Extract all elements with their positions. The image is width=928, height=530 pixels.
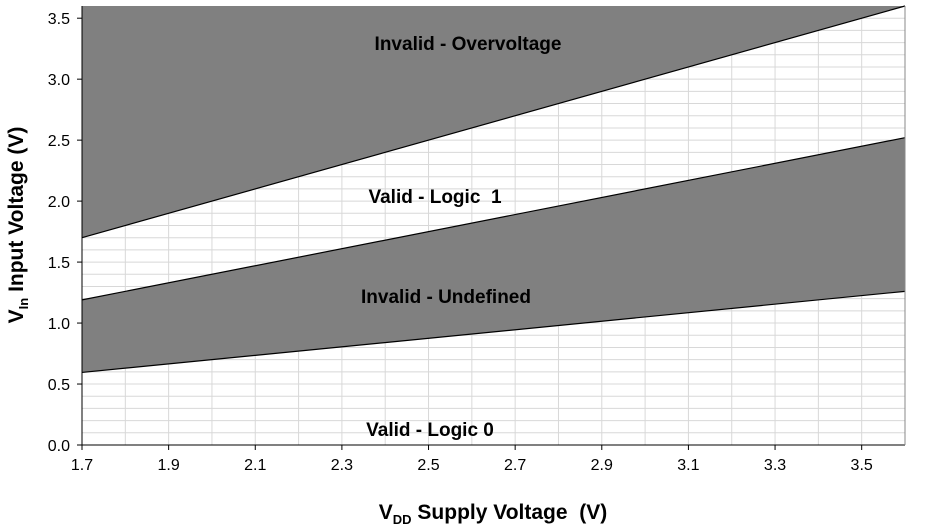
x-tick-label: 2.1 [244, 457, 266, 474]
region-label-overvoltage: Invalid - Overvoltage [375, 34, 562, 55]
x-axis-title-main: V [379, 501, 393, 524]
x-axis-title-rest: Supply Voltage (V) [412, 501, 608, 524]
region-label-logic1: Valid - Logic 1 [368, 187, 501, 208]
x-tick-label: 1.9 [158, 457, 180, 474]
region-label-logic0: Valid - Logic 0 [366, 420, 494, 441]
y-tick-label: 2.0 [48, 194, 70, 211]
y-axis-title-rest: Input Voltage (V) [5, 127, 28, 298]
x-tick-labels: 1.7 1.9 2.1 2.3 2.5 2.7 2.9 3.1 3.3 3.5 [71, 457, 873, 474]
boundary-logic1 [81, 137, 906, 301]
x-tick-label: 2.3 [331, 457, 353, 474]
boundary-lines [81, 5, 906, 374]
x-tick-label: 2.7 [504, 457, 526, 474]
y-tick-labels: 0.0 0.5 1.0 1.5 2.0 2.5 3.0 3.5 [48, 11, 70, 455]
x-axis-title: VDD Supply Voltage (V) [379, 501, 607, 527]
y-axis-title: VIn Input Voltage (V) [5, 127, 31, 324]
region-label-undefined: Invalid - Undefined [361, 287, 531, 308]
y-axis-title-subscript: In [16, 298, 31, 310]
y-tick-label: 1.5 [48, 255, 70, 272]
y-tick-label: 1.0 [48, 316, 70, 333]
x-tick-label: 2.5 [417, 457, 439, 474]
x-tick-label: 3.5 [851, 457, 873, 474]
x-axis-title-subscript: DD [393, 512, 412, 527]
y-tick-label: 2.5 [48, 133, 70, 150]
y-axis-title-main: V [5, 309, 28, 323]
x-tick-label: 2.9 [591, 457, 613, 474]
x-tick-label: 1.7 [71, 457, 93, 474]
x-tick-label: 3.3 [764, 457, 786, 474]
x-tick-label: 3.1 [677, 457, 699, 474]
region-undefined [82, 137, 905, 373]
y-tick-label: 3.5 [48, 11, 70, 28]
plot-frame [77, 6, 906, 450]
y-tick-label: 3.0 [48, 72, 70, 89]
y-tick-label: 0.0 [48, 438, 70, 455]
boundary-logic0 [81, 290, 906, 374]
y-tick-label: 0.5 [48, 377, 70, 394]
boundary-overvoltage [81, 5, 906, 239]
